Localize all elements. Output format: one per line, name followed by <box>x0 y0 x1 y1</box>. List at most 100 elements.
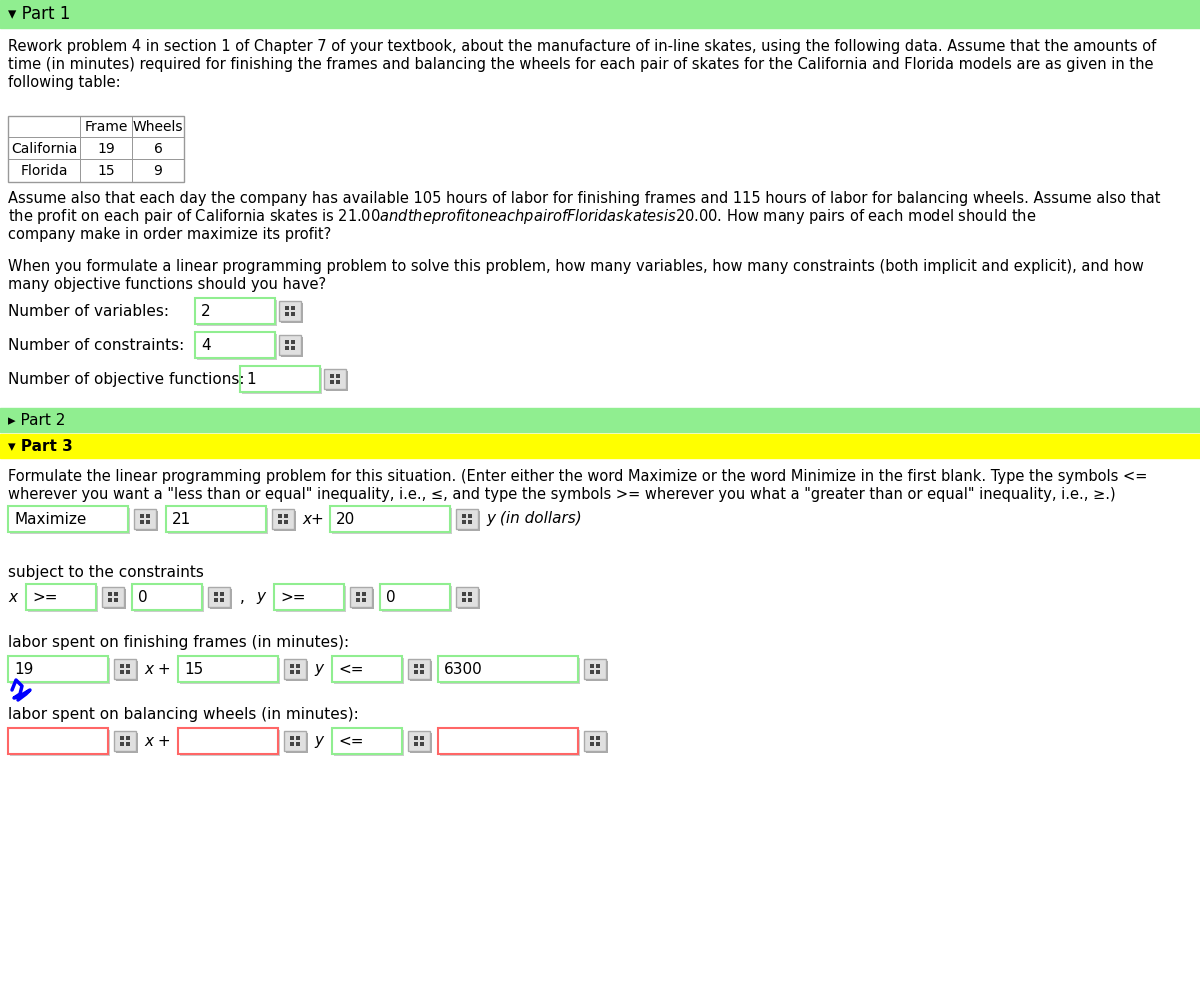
Text: <=: <= <box>338 662 364 677</box>
FancyBboxPatch shape <box>284 514 288 518</box>
Text: Assume also that each day the company has available 105 hours of labor for finis: Assume also that each day the company ha… <box>8 191 1160 205</box>
FancyBboxPatch shape <box>132 584 202 610</box>
Text: 0: 0 <box>386 589 396 605</box>
FancyBboxPatch shape <box>408 659 430 679</box>
Text: x +: x + <box>144 734 170 748</box>
FancyBboxPatch shape <box>180 658 280 684</box>
Text: time (in minutes) required for finishing the frames and balancing the wheels for: time (in minutes) required for finishing… <box>8 57 1153 72</box>
FancyBboxPatch shape <box>296 670 300 674</box>
Text: Rework problem 4 in section 1 of Chapter 7 of your textbook, about the manufactu: Rework problem 4 in section 1 of Chapter… <box>8 38 1157 53</box>
FancyBboxPatch shape <box>324 369 346 389</box>
FancyBboxPatch shape <box>336 374 340 378</box>
FancyBboxPatch shape <box>8 656 108 682</box>
FancyBboxPatch shape <box>420 736 424 740</box>
FancyBboxPatch shape <box>438 656 578 682</box>
Text: many objective functions should you have?: many objective functions should you have… <box>8 277 326 292</box>
FancyBboxPatch shape <box>220 592 224 596</box>
FancyBboxPatch shape <box>408 731 430 751</box>
FancyBboxPatch shape <box>120 736 124 740</box>
Text: x: x <box>8 589 17 605</box>
FancyBboxPatch shape <box>290 742 294 746</box>
Text: x+: x+ <box>302 512 324 526</box>
FancyBboxPatch shape <box>274 511 296 531</box>
FancyBboxPatch shape <box>120 670 124 674</box>
FancyBboxPatch shape <box>296 736 300 740</box>
FancyBboxPatch shape <box>414 736 418 740</box>
Text: California: California <box>11 142 77 156</box>
Text: 15: 15 <box>97 164 115 178</box>
Text: company make in order maximize its profit?: company make in order maximize its profi… <box>8 227 331 242</box>
Text: Wheels: Wheels <box>133 120 184 134</box>
FancyBboxPatch shape <box>178 728 278 754</box>
FancyBboxPatch shape <box>116 661 138 681</box>
FancyBboxPatch shape <box>332 508 452 534</box>
FancyBboxPatch shape <box>292 340 295 344</box>
FancyBboxPatch shape <box>440 658 580 684</box>
FancyBboxPatch shape <box>284 731 306 751</box>
Text: subject to the constraints: subject to the constraints <box>8 565 204 579</box>
Text: 4: 4 <box>202 338 211 353</box>
FancyBboxPatch shape <box>296 742 300 746</box>
FancyBboxPatch shape <box>584 659 606 679</box>
Text: following table:: following table: <box>8 75 121 89</box>
FancyBboxPatch shape <box>420 664 424 668</box>
FancyBboxPatch shape <box>414 742 418 746</box>
FancyBboxPatch shape <box>586 733 608 753</box>
FancyBboxPatch shape <box>136 511 158 531</box>
Text: Maximize: Maximize <box>14 512 86 526</box>
Text: labor spent on finishing frames (in minutes):: labor spent on finishing frames (in minu… <box>8 634 349 649</box>
FancyBboxPatch shape <box>214 598 218 602</box>
Text: y: y <box>314 734 323 748</box>
Text: ▾ Part 3: ▾ Part 3 <box>8 439 73 454</box>
FancyBboxPatch shape <box>10 658 110 684</box>
FancyBboxPatch shape <box>26 584 96 610</box>
FancyBboxPatch shape <box>278 301 301 321</box>
FancyBboxPatch shape <box>596 670 600 674</box>
FancyBboxPatch shape <box>362 598 366 602</box>
FancyBboxPatch shape <box>146 520 150 524</box>
Text: Frame: Frame <box>84 120 127 134</box>
FancyBboxPatch shape <box>126 736 130 740</box>
FancyBboxPatch shape <box>281 337 302 357</box>
FancyBboxPatch shape <box>290 670 294 674</box>
FancyBboxPatch shape <box>286 306 289 310</box>
FancyBboxPatch shape <box>278 514 282 518</box>
FancyBboxPatch shape <box>114 592 118 596</box>
Text: Formulate the linear programming problem for this situation. (Enter either the w: Formulate the linear programming problem… <box>8 468 1147 483</box>
FancyBboxPatch shape <box>180 730 280 756</box>
FancyBboxPatch shape <box>276 586 346 612</box>
FancyBboxPatch shape <box>281 303 302 323</box>
FancyBboxPatch shape <box>140 514 144 518</box>
FancyBboxPatch shape <box>590 670 594 674</box>
FancyBboxPatch shape <box>286 312 289 316</box>
FancyBboxPatch shape <box>278 520 282 524</box>
FancyBboxPatch shape <box>462 598 466 602</box>
FancyBboxPatch shape <box>330 506 450 532</box>
FancyBboxPatch shape <box>146 514 150 518</box>
FancyBboxPatch shape <box>330 374 334 378</box>
FancyBboxPatch shape <box>456 587 478 607</box>
FancyBboxPatch shape <box>28 586 98 612</box>
FancyBboxPatch shape <box>438 728 578 754</box>
FancyBboxPatch shape <box>414 664 418 668</box>
Text: 21: 21 <box>172 512 191 526</box>
FancyBboxPatch shape <box>8 728 108 754</box>
FancyBboxPatch shape <box>458 589 480 609</box>
FancyBboxPatch shape <box>296 664 300 668</box>
FancyBboxPatch shape <box>8 137 184 138</box>
Text: 15: 15 <box>184 662 203 677</box>
FancyBboxPatch shape <box>462 592 466 596</box>
FancyBboxPatch shape <box>350 587 372 607</box>
FancyBboxPatch shape <box>290 736 294 740</box>
FancyBboxPatch shape <box>336 380 340 384</box>
FancyBboxPatch shape <box>208 587 230 607</box>
FancyBboxPatch shape <box>440 730 580 756</box>
FancyBboxPatch shape <box>382 586 452 612</box>
FancyBboxPatch shape <box>114 598 118 602</box>
Text: 0: 0 <box>138 589 148 605</box>
Text: y (in dollars): y (in dollars) <box>486 512 582 526</box>
FancyBboxPatch shape <box>468 592 472 596</box>
FancyBboxPatch shape <box>468 520 472 524</box>
FancyBboxPatch shape <box>194 332 275 358</box>
FancyBboxPatch shape <box>414 670 418 674</box>
